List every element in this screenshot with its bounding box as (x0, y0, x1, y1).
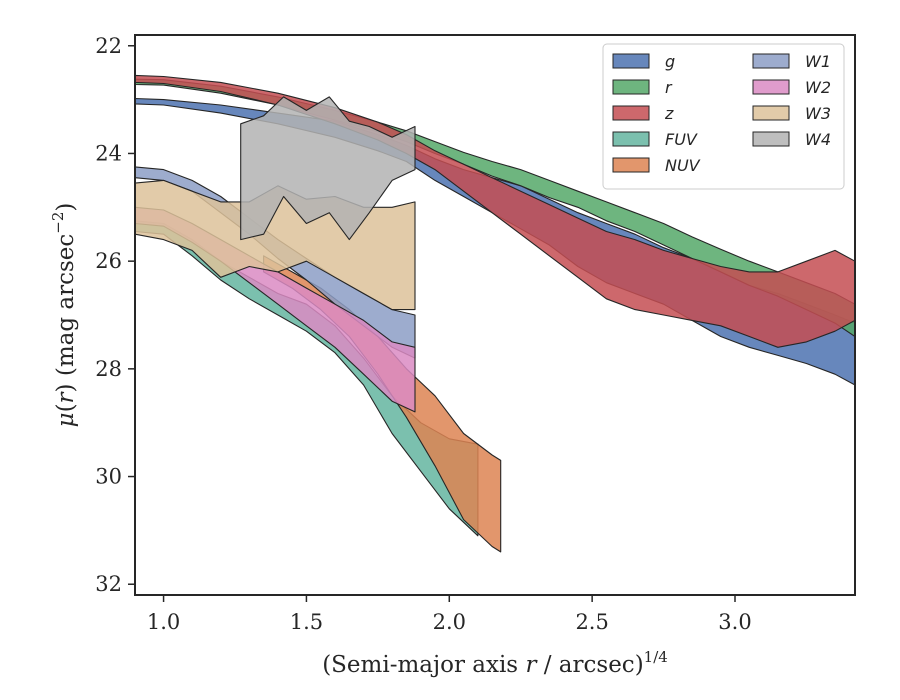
legend-item-g: g (612, 52, 675, 71)
x-tick-label: 2.5 (575, 610, 608, 634)
legend-item-nuv: NUV (612, 156, 701, 175)
x-tick-label: 2.0 (433, 610, 466, 634)
legend-label: W4 (805, 130, 831, 149)
legend-label: g (665, 52, 675, 71)
legend-label: W2 (805, 78, 831, 97)
legend: grz FUV NUV W1 W2 W3 W4 (602, 43, 845, 190)
legend-swatch (612, 105, 650, 121)
legend-swatch (612, 131, 650, 147)
legend-item-w2: W2 (752, 78, 831, 97)
axes-frame (134, 34, 856, 596)
x-tick-label: 3.0 (718, 610, 751, 634)
x-tick-label: 1.5 (290, 610, 323, 634)
legend-label: z (664, 104, 674, 123)
legend-swatch (612, 53, 650, 69)
legend-label: r (665, 78, 673, 97)
y-tick-label: 30 (95, 465, 122, 489)
x-tick-label: 1.0 (147, 610, 180, 634)
plot-area (135, 74, 855, 553)
legend-swatch (612, 79, 650, 95)
legend-swatch (752, 53, 790, 69)
x-axis: 1.0 1.5 2.0 2.5 3.0 (147, 595, 752, 634)
legend-swatch (752, 131, 790, 147)
y-tick-label: 32 (95, 572, 122, 596)
legend-label: FUV (665, 130, 698, 149)
y-tick-label: 26 (95, 249, 122, 273)
legend-swatch (752, 105, 790, 121)
legend-item-w4: W4 (752, 130, 831, 149)
legend-swatch (752, 79, 790, 95)
legend-item-r: r (612, 78, 673, 97)
legend-item-w3: W3 (752, 104, 831, 123)
y-tick-label: 28 (95, 357, 122, 381)
band-z (135, 74, 855, 348)
y-axis-label: μ(r) (mag arcsec−2) (49, 203, 79, 428)
legend-label: W1 (805, 52, 831, 71)
legend-label: NUV (665, 156, 701, 175)
legend-label: W3 (805, 104, 831, 123)
legend-item-w1: W1 (752, 52, 831, 71)
band-w4 (240, 96, 416, 241)
y-tick-label: 22 (95, 34, 122, 58)
y-axis: 22 24 26 28 30 32 (95, 34, 135, 596)
legend-swatch (612, 157, 650, 173)
x-axis-label: (Semi-major axis r / arcsec)1/4 (322, 648, 668, 678)
y-tick-label: 24 (95, 141, 122, 165)
legend-item-fuv: FUV (612, 130, 698, 149)
legend-item-z: z (612, 104, 674, 123)
